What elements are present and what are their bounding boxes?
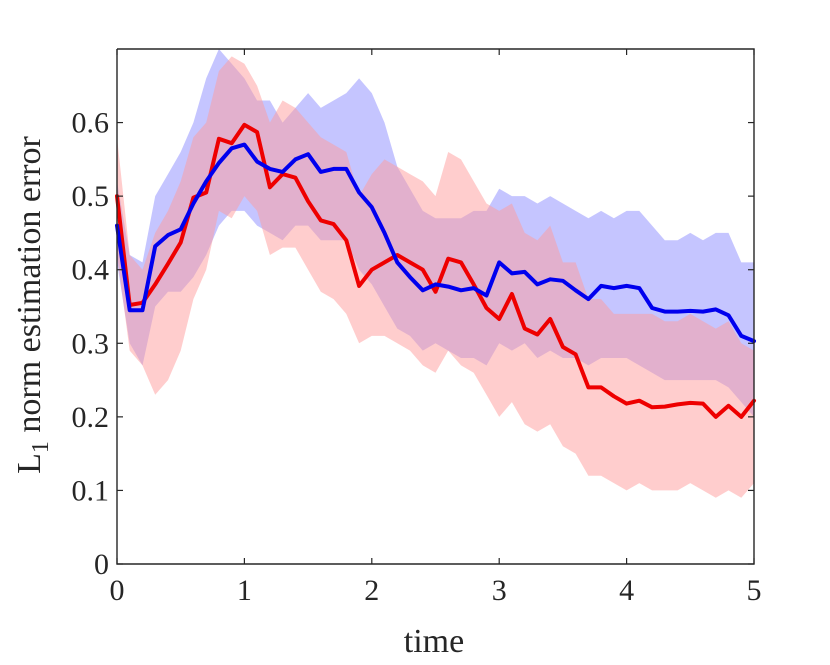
x-axis-label: time bbox=[404, 623, 464, 660]
lines-layer bbox=[115, 122, 756, 419]
y-ticks: 0 0.1 0.2 0.3 0.4 0.5 0.6 bbox=[72, 107, 754, 581]
x-tick-label: 3 bbox=[492, 574, 507, 607]
x-tick-label: 1 bbox=[237, 574, 252, 607]
y-tick-label: 0.2 bbox=[72, 401, 110, 434]
series-red-line bbox=[115, 122, 756, 419]
y-axis-label-base: L bbox=[11, 453, 48, 474]
x-ticks: 0 1 2 3 4 5 bbox=[110, 49, 762, 607]
x-tick-label: 0 bbox=[110, 574, 125, 607]
y-tick-label: 0.5 bbox=[72, 180, 110, 213]
y-axis-label: L1 norm estimation error bbox=[11, 135, 54, 473]
y-axis-label-rest: norm estimation error bbox=[11, 135, 48, 441]
y-tick-label: 0.1 bbox=[72, 474, 110, 507]
x-tick-label: 4 bbox=[619, 574, 634, 607]
y-tick-label: 0.3 bbox=[72, 327, 110, 360]
x-tick-label: 5 bbox=[747, 574, 762, 607]
y-tick-label: 0 bbox=[94, 548, 109, 581]
x-tick-label: 2 bbox=[364, 574, 379, 607]
y-tick-label: 0.4 bbox=[72, 254, 110, 287]
series-blue-line bbox=[115, 142, 756, 344]
y-axis-label-subscript: 1 bbox=[28, 441, 54, 453]
y-tick-label: 0.6 bbox=[72, 107, 110, 140]
